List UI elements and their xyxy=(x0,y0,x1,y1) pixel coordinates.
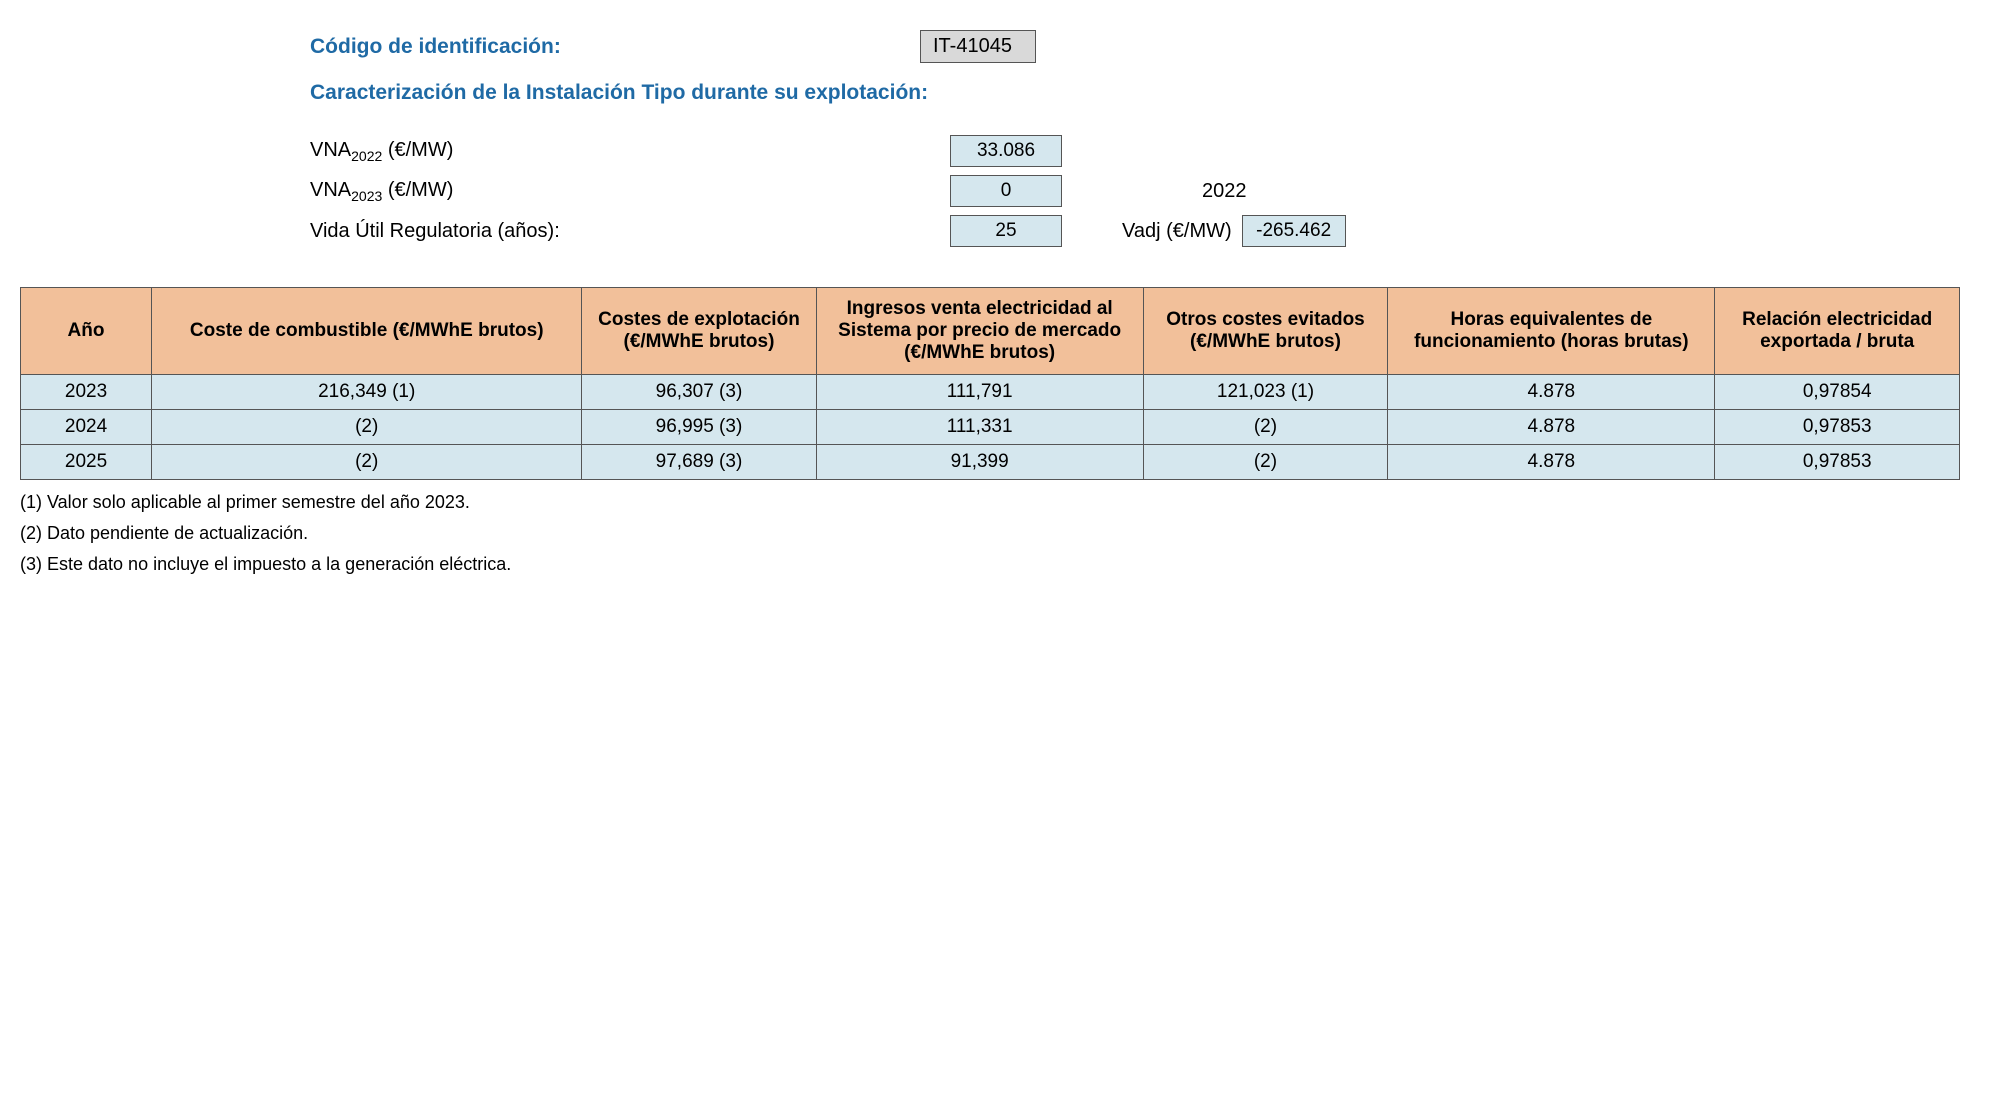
vida-row: Vida Útil Regulatoria (años): 25 Vadj (€… xyxy=(310,215,1980,247)
table-cell: 4.878 xyxy=(1388,375,1715,410)
table-cell: 96,307 (3) xyxy=(582,375,816,410)
vadj-value: -265.462 xyxy=(1242,215,1346,247)
header-block: Código de identificación: IT-41045 Carac… xyxy=(310,30,1980,247)
vida-label: Vida Útil Regulatoria (años): xyxy=(310,220,950,243)
table-cell: 96,995 (3) xyxy=(582,410,816,445)
header-row: AñoCoste de combustible (€/MWhE brutos)C… xyxy=(21,288,1960,375)
table-cell: 121,023 (1) xyxy=(1143,375,1388,410)
vadj-label: Vadj (€/MW) xyxy=(1122,220,1232,243)
vna2022-value: 33.086 xyxy=(950,135,1062,167)
vna2023-extra: 2022 xyxy=(1202,180,1247,203)
table-cell: 97,689 (3) xyxy=(582,445,816,480)
table-row: 2024(2)96,995 (3)111,331(2)4.8780,97853 xyxy=(21,410,1960,445)
table-cell: 216,349 (1) xyxy=(152,375,582,410)
vna2022-label: VNA2022 (€/MW) xyxy=(310,139,950,164)
col-header: Otros costes evitados (€/MWhE brutos) xyxy=(1143,288,1388,375)
table-cell: (2) xyxy=(1143,410,1388,445)
table-cell: 111,791 xyxy=(816,375,1143,410)
table-cell: 91,399 xyxy=(816,445,1143,480)
vna2022-row: VNA2022 (€/MW) 33.086 xyxy=(310,135,1980,167)
table-cell: (2) xyxy=(1143,445,1388,480)
vna2022-prefix: VNA xyxy=(310,139,351,161)
vna2023-prefix: VNA xyxy=(310,179,351,201)
table-cell: (2) xyxy=(152,445,582,480)
code-value: IT-41045 xyxy=(920,30,1036,63)
col-header: Ingresos venta electricidad al Sistema p… xyxy=(816,288,1143,375)
table-cell: 4.878 xyxy=(1388,410,1715,445)
table-body: 2023216,349 (1)96,307 (3)111,791121,023 … xyxy=(21,375,1960,480)
col-header: Relación electricidad exportada / bruta xyxy=(1715,288,1960,375)
footnote: (2) Dato pendiente de actualización. xyxy=(20,523,1980,544)
table-row: 2025(2)97,689 (3)91,399(2)4.8780,97853 xyxy=(21,445,1960,480)
table-cell: (2) xyxy=(152,410,582,445)
vna2023-label: VNA2023 (€/MW) xyxy=(310,179,950,204)
table-cell: 0,97853 xyxy=(1715,445,1960,480)
col-header: Costes de explotación (€/MWhE brutos) xyxy=(582,288,816,375)
code-row: Código de identificación: IT-41045 xyxy=(310,30,1980,63)
footnote: (3) Este dato no incluye el impuesto a l… xyxy=(20,554,1980,575)
vna2023-sub: 2023 xyxy=(351,188,382,204)
table-row: 2023216,349 (1)96,307 (3)111,791121,023 … xyxy=(21,375,1960,410)
vida-value: 25 xyxy=(950,215,1062,247)
table-cell: 2025 xyxy=(21,445,152,480)
vna2023-value: 0 xyxy=(950,175,1062,207)
footnotes: (1) Valor solo aplicable al primer semes… xyxy=(20,492,1980,575)
col-header: Año xyxy=(21,288,152,375)
table-head: AñoCoste de combustible (€/MWhE brutos)C… xyxy=(21,288,1960,375)
vna2023-row: VNA2023 (€/MW) 0 2022 xyxy=(310,175,1980,207)
data-table: AñoCoste de combustible (€/MWhE brutos)C… xyxy=(20,287,1960,480)
table-cell: 111,331 xyxy=(816,410,1143,445)
code-label: Código de identificación: xyxy=(310,35,920,59)
vna2022-unit: (€/MW) xyxy=(382,139,453,161)
col-header: Horas equivalentes de funcionamiento (ho… xyxy=(1388,288,1715,375)
table-cell: 0,97853 xyxy=(1715,410,1960,445)
col-header: Coste de combustible (€/MWhE brutos) xyxy=(152,288,582,375)
vna2023-unit: (€/MW) xyxy=(382,179,453,201)
vadj-group: Vadj (€/MW) -265.462 xyxy=(1122,215,1346,247)
table-cell: 2024 xyxy=(21,410,152,445)
table-cell: 4.878 xyxy=(1388,445,1715,480)
footnote: (1) Valor solo aplicable al primer semes… xyxy=(20,492,1980,513)
vna2022-sub: 2022 xyxy=(351,148,382,164)
section-title: Caracterización de la Instalación Tipo d… xyxy=(310,81,1980,105)
table-cell: 0,97854 xyxy=(1715,375,1960,410)
params-block: VNA2022 (€/MW) 33.086 VNA2023 (€/MW) 0 2… xyxy=(310,135,1980,247)
table-cell: 2023 xyxy=(21,375,152,410)
